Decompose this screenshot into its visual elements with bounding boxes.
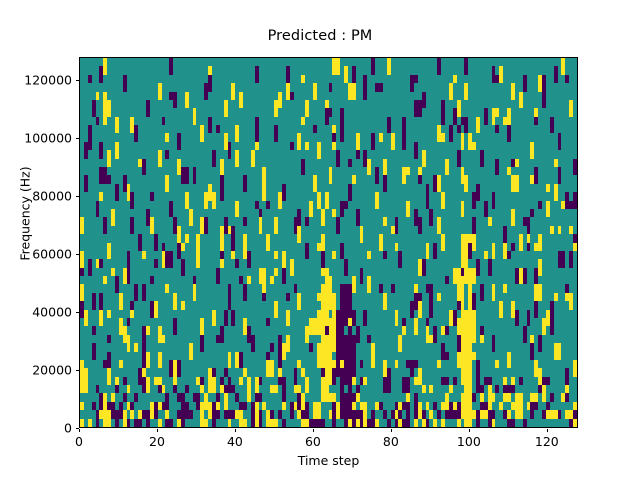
chart-title: Predicted : PM: [267, 28, 373, 44]
y-tick-mark: [75, 196, 79, 197]
y-tick-mark: [75, 312, 79, 313]
y-tick-mark: [75, 138, 79, 139]
x-tick-mark: [391, 428, 392, 432]
x-tick-label: 100: [456, 434, 481, 449]
x-tick-label: 20: [149, 434, 165, 449]
y-tick-mark: [75, 80, 79, 81]
y-tick-label: 0: [64, 420, 72, 436]
x-tick-mark: [547, 428, 548, 432]
x-tick-label: 0: [75, 434, 83, 449]
y-axis-label: Frequency (Hz): [17, 166, 33, 261]
x-tick-mark: [157, 428, 158, 432]
x-tick-label: 40: [226, 434, 243, 449]
x-tick-label: 120: [534, 434, 559, 449]
y-tick-label: 80000: [32, 188, 72, 204]
y-tick-label: 100000: [24, 130, 72, 146]
y-tick-label: 20000: [32, 362, 72, 378]
y-axis-tick-labels: 0 20000 40000 60000 80000 100000 120000: [0, 0, 72, 480]
y-tick-label: 60000: [32, 246, 72, 262]
y-tick-label: 40000: [32, 304, 72, 320]
x-tick-label: 80: [382, 434, 399, 449]
x-tick-mark: [313, 428, 314, 432]
x-axis-label: Time step: [297, 453, 360, 468]
y-tick-mark: [75, 370, 79, 371]
y-tick-label: 120000: [24, 72, 72, 88]
x-tick-mark: [235, 428, 236, 432]
x-tick-mark: [469, 428, 470, 432]
heatmap-axes: [79, 57, 578, 428]
heatmap-image: [80, 58, 577, 427]
x-tick-mark: [79, 428, 80, 432]
x-tick-label: 60: [304, 434, 321, 449]
y-tick-mark: [75, 254, 79, 255]
y-tick-mark: [75, 428, 79, 429]
